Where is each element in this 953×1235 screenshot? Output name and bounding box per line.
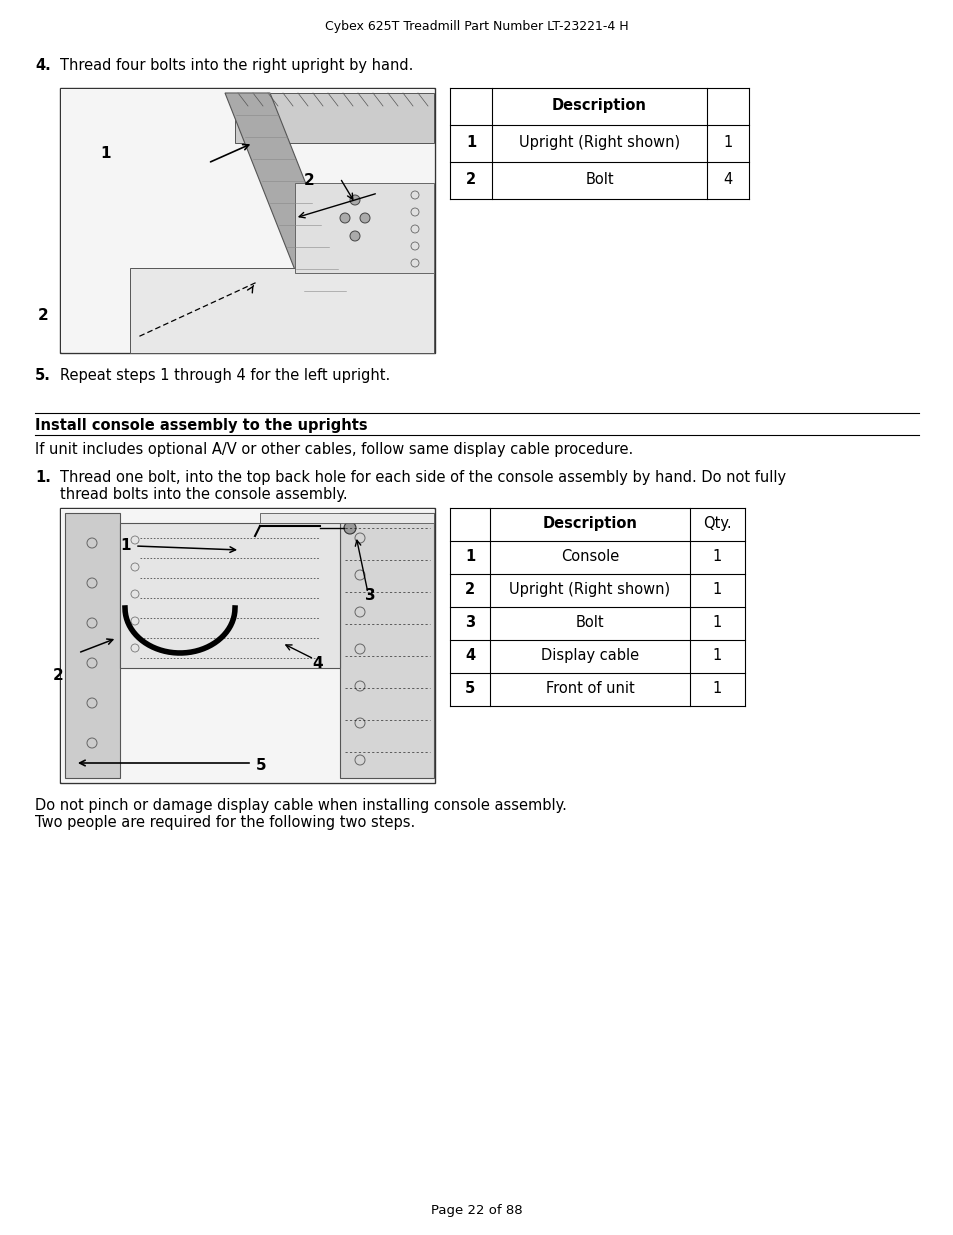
Text: Thread four bolts into the right upright by hand.: Thread four bolts into the right upright… xyxy=(60,58,413,73)
Text: Upright (Right shown): Upright (Right shown) xyxy=(518,135,679,149)
Text: 4.: 4. xyxy=(35,58,51,73)
Text: Two people are required for the following two steps.: Two people are required for the followin… xyxy=(35,815,415,830)
Bar xyxy=(61,89,434,352)
Text: Console: Console xyxy=(560,550,618,564)
Text: Qty.: Qty. xyxy=(702,516,731,531)
Text: 5: 5 xyxy=(464,680,475,697)
Polygon shape xyxy=(65,513,120,778)
Circle shape xyxy=(344,522,355,534)
Polygon shape xyxy=(120,522,339,668)
Text: Cybex 625T Treadmill Part Number LT-23221-4 H: Cybex 625T Treadmill Part Number LT-2322… xyxy=(325,20,628,33)
Text: Repeat steps 1 through 4 for the left upright.: Repeat steps 1 through 4 for the left up… xyxy=(60,368,390,383)
Text: 1: 1 xyxy=(464,550,475,564)
Text: 1.: 1. xyxy=(35,471,51,485)
Circle shape xyxy=(350,195,359,205)
Text: 4: 4 xyxy=(464,648,475,663)
Text: 4: 4 xyxy=(722,172,732,186)
Text: If unit includes optional A/V or other cables, follow same display cable procedu: If unit includes optional A/V or other c… xyxy=(35,442,633,457)
Text: Description: Description xyxy=(552,98,646,112)
Text: 2: 2 xyxy=(465,172,476,186)
Text: 1: 1 xyxy=(465,135,476,149)
Circle shape xyxy=(339,212,350,224)
Polygon shape xyxy=(225,93,355,308)
Text: 3: 3 xyxy=(365,588,375,603)
Text: Display cable: Display cable xyxy=(540,648,639,663)
Bar xyxy=(60,88,435,353)
Text: 5: 5 xyxy=(255,758,266,773)
Text: 1: 1 xyxy=(722,135,732,149)
Text: Bolt: Bolt xyxy=(584,172,613,186)
Text: Front of unit: Front of unit xyxy=(545,680,634,697)
Text: 1: 1 xyxy=(712,680,721,697)
Polygon shape xyxy=(294,183,434,273)
Text: Upright (Right shown): Upright (Right shown) xyxy=(509,582,670,597)
Text: 2: 2 xyxy=(38,308,49,324)
Text: Do not pinch or damage display cable when installing console assembly.: Do not pinch or damage display cable whe… xyxy=(35,798,566,813)
Text: Thread one bolt, into the top back hole for each side of the console assembly by: Thread one bolt, into the top back hole … xyxy=(60,471,785,485)
Text: 4: 4 xyxy=(312,656,322,671)
Circle shape xyxy=(359,212,370,224)
Text: thread bolts into the console assembly.: thread bolts into the console assembly. xyxy=(60,487,347,501)
Polygon shape xyxy=(260,513,434,522)
Text: Bolt: Bolt xyxy=(575,615,603,630)
Text: 2: 2 xyxy=(464,582,475,597)
Text: 1: 1 xyxy=(712,648,721,663)
Polygon shape xyxy=(339,513,434,778)
Text: 5.: 5. xyxy=(35,368,51,383)
Polygon shape xyxy=(234,93,434,143)
Text: 1: 1 xyxy=(100,146,111,161)
Text: 2: 2 xyxy=(53,668,64,683)
Text: Description: Description xyxy=(542,516,637,531)
Circle shape xyxy=(350,231,359,241)
Text: Install console assembly to the uprights: Install console assembly to the uprights xyxy=(35,417,367,433)
Text: 1: 1 xyxy=(712,582,721,597)
Text: 3: 3 xyxy=(464,615,475,630)
Text: 1: 1 xyxy=(120,538,131,553)
Text: Page 22 of 88: Page 22 of 88 xyxy=(431,1204,522,1216)
Bar xyxy=(61,509,434,782)
Bar xyxy=(60,508,435,783)
Text: 1: 1 xyxy=(712,550,721,564)
Text: 2: 2 xyxy=(304,173,314,188)
Polygon shape xyxy=(130,268,434,353)
Text: 1: 1 xyxy=(712,615,721,630)
